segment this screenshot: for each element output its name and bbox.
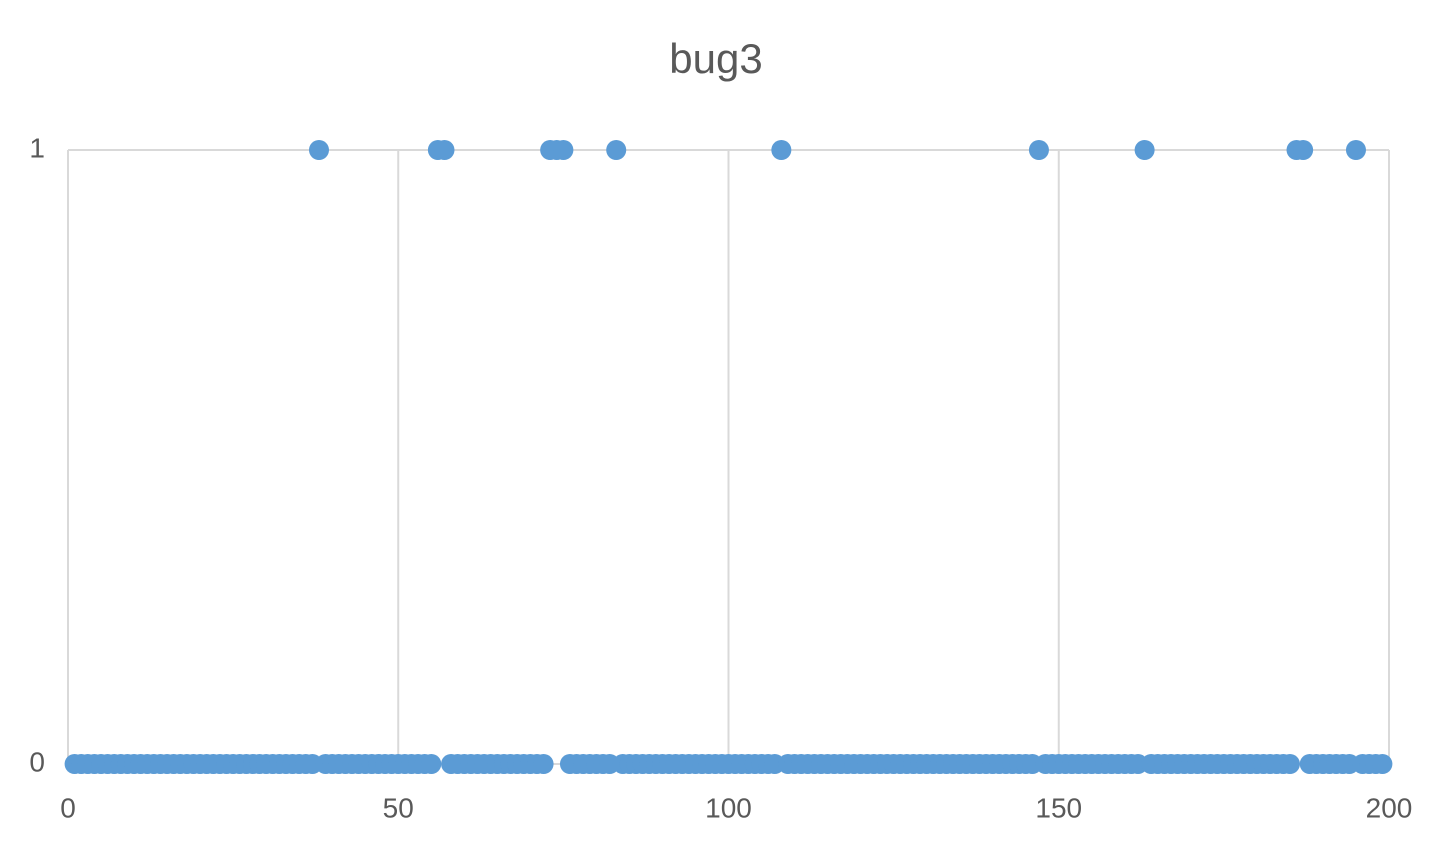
point bbox=[553, 140, 574, 160]
point bbox=[533, 754, 554, 774]
point bbox=[1345, 140, 1366, 160]
point bbox=[1372, 754, 1393, 774]
x-tick-label: 100 bbox=[705, 792, 752, 823]
point bbox=[1279, 754, 1300, 774]
point bbox=[308, 140, 329, 160]
point bbox=[421, 754, 442, 774]
point bbox=[1134, 140, 1155, 160]
point bbox=[771, 140, 792, 160]
x-tick-label: 0 bbox=[60, 792, 76, 823]
x-tick-label: 200 bbox=[1366, 792, 1413, 823]
y-tick-label: 1 bbox=[29, 132, 45, 163]
x-tick-label: 150 bbox=[1035, 792, 1082, 823]
point bbox=[434, 140, 455, 160]
chart-title: bug3 bbox=[669, 35, 762, 82]
point bbox=[1028, 140, 1049, 160]
point bbox=[1293, 140, 1314, 160]
x-tick-label: 50 bbox=[383, 792, 414, 823]
y-tick-label: 0 bbox=[29, 746, 45, 777]
point bbox=[606, 140, 627, 160]
